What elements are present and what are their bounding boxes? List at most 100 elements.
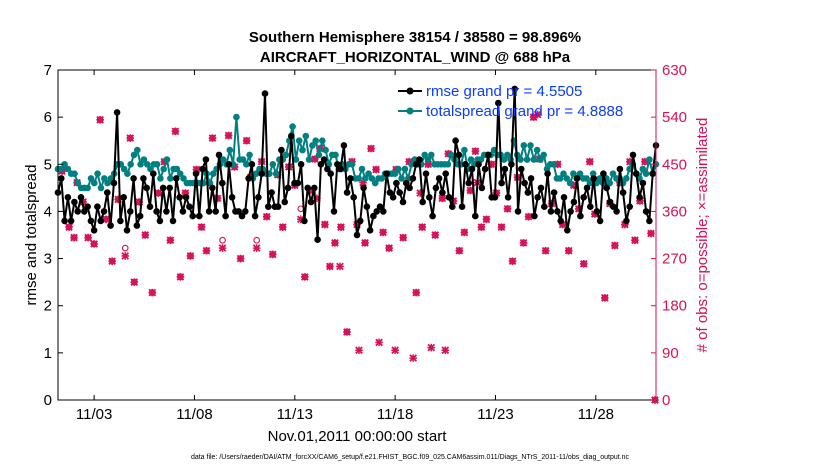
spread-series-point	[461, 146, 468, 154]
rmse-series-point	[472, 212, 479, 220]
rmse-series-point	[123, 227, 131, 234]
spread-series-point	[61, 161, 68, 168]
spread-series-point	[272, 170, 280, 177]
obs-assimilated-marker	[65, 223, 73, 231]
obs-assimilated-marker	[70, 233, 78, 242]
rmse-series-point	[406, 184, 413, 192]
rmse-series-point	[534, 194, 541, 201]
rmse-series	[54, 85, 660, 243]
obs-assimilated-marker	[278, 223, 287, 231]
y-left-tick-label: 6	[44, 109, 52, 126]
y-right-tick-label: 90	[662, 345, 679, 362]
obs-assimilated-marker	[631, 236, 639, 245]
y-left-tick-label: 4	[44, 203, 52, 220]
obs-assimilated-marker	[441, 346, 450, 355]
rmse-series-point	[337, 165, 344, 173]
obs-assimilated-marker	[166, 236, 175, 245]
x-tick-label: 11/28	[578, 406, 614, 423]
spread-series-point	[504, 151, 511, 159]
rmse-series-point	[94, 203, 101, 210]
rmse-series-point	[610, 203, 617, 210]
rmse-series-point	[639, 179, 647, 187]
obs-assimilated-marker	[336, 262, 344, 271]
rmse-series-point	[547, 208, 555, 215]
spread-series-point	[520, 142, 528, 149]
obs-assimilated-marker	[224, 131, 233, 140]
obs-assimilated-marker	[497, 223, 506, 231]
rmse-series-point	[284, 184, 292, 192]
rmse-series-point	[504, 194, 512, 201]
rmse-series-point	[311, 184, 318, 192]
rmse-series-point	[77, 194, 85, 201]
rmse-series-point	[524, 189, 532, 196]
rmse-series-point	[84, 203, 91, 210]
rmse-series-point	[166, 184, 173, 192]
rmse-series-point	[353, 231, 361, 239]
rmse-series-point	[150, 170, 157, 177]
rmse-series-point	[205, 208, 213, 215]
rmse-series-point	[314, 236, 321, 243]
rmse-series-point	[409, 175, 417, 182]
obs-assimilated-marker	[508, 257, 517, 266]
rmse-series-point	[478, 184, 486, 192]
rmse-series-point	[192, 170, 200, 177]
rmse-series-point	[100, 208, 108, 215]
rmse-series-point	[642, 208, 650, 215]
spread-series-point	[210, 170, 217, 177]
spread-series-point	[153, 161, 161, 168]
spread-series-point	[127, 161, 134, 168]
spread-series-point	[58, 165, 65, 173]
rmse-series-point	[619, 189, 627, 196]
rmse-series-point	[140, 175, 147, 182]
rmse-series-point	[422, 170, 430, 177]
rmse-series-point	[485, 151, 492, 159]
rmse-series-point	[636, 194, 643, 201]
y-left-tick-label: 2	[44, 298, 52, 315]
rmse-series-point	[90, 227, 98, 234]
rmse-series-point	[297, 161, 305, 168]
obs-possible-marker	[253, 236, 261, 244]
rmse-series-point	[117, 217, 124, 225]
rmse-series-point	[380, 208, 387, 215]
y-left-tick-label: 7	[44, 62, 52, 79]
rmse-series-point	[426, 194, 433, 201]
rmse-series-point	[554, 208, 561, 215]
rmse-series-point	[518, 165, 525, 173]
spread-series-point	[130, 151, 138, 159]
rmse-series-point	[209, 184, 216, 192]
rmse-series-point	[159, 184, 167, 192]
rmse-series-point	[156, 217, 164, 225]
obs-assimilated-marker	[385, 244, 393, 252]
obs-assimilated-marker	[418, 223, 427, 231]
spread-series-point	[527, 142, 534, 149]
spread-series-point	[583, 175, 590, 182]
rmse-series-point	[475, 161, 482, 168]
rmse-series-point	[153, 208, 160, 215]
obs-assimilated-marker	[372, 165, 380, 174]
rmse-series-point	[317, 161, 325, 168]
rmse-series-point	[255, 194, 262, 201]
rmse-series-point	[343, 189, 351, 196]
rmse-series-point	[412, 161, 420, 168]
rmse-series-point	[363, 203, 371, 210]
spread-series-point	[398, 175, 405, 182]
y-right-tick-label: 630	[662, 62, 687, 79]
rmse-series-point	[307, 198, 315, 206]
obs-assimilated-marker	[427, 343, 436, 352]
spread-series-point	[606, 179, 613, 187]
spread-series-point	[143, 161, 151, 168]
obs-assimilated-marker	[585, 157, 594, 166]
spread-series-point	[424, 156, 432, 163]
spread-series-point	[64, 165, 72, 173]
series-layer	[54, 85, 660, 243]
rmse-series-point	[133, 222, 141, 229]
rmse-series-point	[127, 208, 134, 215]
rmse-series-point	[74, 208, 81, 215]
obs-assimilated-marker	[252, 244, 261, 252]
y-right-tick-label: 0	[662, 392, 670, 409]
rmse-series-point	[87, 217, 95, 225]
spread-series-point	[163, 156, 171, 163]
obs-assimilated-marker	[236, 254, 245, 263]
rmse-series-point	[251, 212, 259, 220]
rmse-series-point	[169, 217, 177, 225]
